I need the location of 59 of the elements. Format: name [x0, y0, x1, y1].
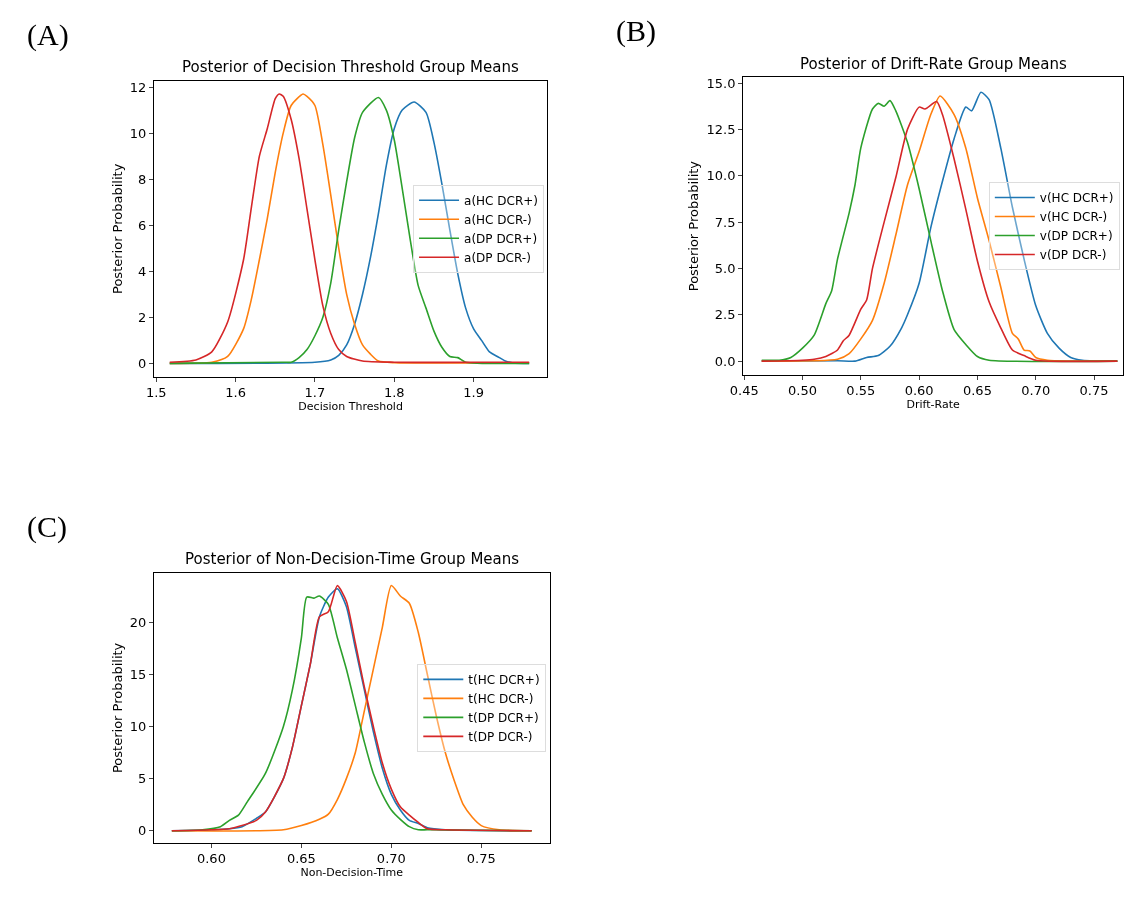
x-tick-label: 1.9	[463, 385, 484, 401]
y-tick-label: 0	[137, 823, 147, 839]
y-tick-label: 2	[137, 309, 147, 325]
text: (B)	[616, 14, 656, 48]
y-tick-label: 5.0	[714, 260, 736, 276]
y-tick-label: 4	[137, 263, 147, 279]
legend-label: v(HC DCR-)	[1039, 210, 1108, 225]
y-tick-label: 12	[129, 79, 147, 95]
y-tick-label: 8	[137, 171, 147, 187]
y-tick-label: 5	[137, 771, 147, 787]
y-tick-label: 2.5	[714, 307, 736, 323]
y-tick-label: 0	[137, 355, 147, 371]
legend-label: v(HC DCR+)	[1039, 191, 1114, 206]
legend-label: a(HC DCR+)	[464, 193, 538, 208]
chart-title: Posterior of Non-Decision-Time Group Means	[185, 550, 520, 568]
text: (C)	[27, 510, 67, 544]
y-tick-label: 0.0	[714, 353, 736, 369]
x-tick-label: 0.75	[1079, 383, 1109, 399]
legend-label: v(DP DCR-)	[1039, 248, 1107, 263]
y-tick-label: 10	[129, 125, 147, 141]
x-tick-label: 0.75	[466, 851, 496, 867]
legend-label: v(DP DCR+)	[1039, 229, 1113, 244]
x-tick-label: 1.5	[145, 385, 167, 401]
y-tick-label: 10.0	[706, 168, 736, 184]
y-axis-title: Posterior Probability	[109, 163, 125, 294]
x-axis-title: Decision Threshold	[298, 400, 403, 414]
x-axis-title: Non-Decision-Time	[300, 866, 404, 880]
chart-title: Posterior of Drift-Rate Group Means	[800, 55, 1067, 73]
x-tick-label: 0.60	[196, 851, 226, 867]
text: (A)	[27, 18, 69, 52]
x-tick-label: 0.65	[286, 851, 316, 867]
legend-label: t(DP DCR-)	[468, 730, 533, 745]
y-tick-label: 10	[129, 719, 147, 735]
y-axis-title: Posterior Probability	[109, 642, 125, 773]
x-tick-label: 1.8	[383, 385, 405, 401]
y-tick-label: 15	[129, 666, 147, 682]
legend-label: a(DP DCR+)	[464, 231, 538, 246]
legend-label: t(HC DCR+)	[468, 673, 540, 688]
y-tick-label: 15.0	[706, 75, 736, 91]
x-tick-label: 0.45	[729, 383, 759, 399]
y-axis-title: Posterior Probability	[686, 160, 702, 292]
y-tick-label: 20	[129, 614, 147, 630]
y-tick-label: 6	[137, 217, 147, 233]
x-tick-label: 1.6	[225, 385, 246, 401]
x-axis-title: Drift-Rate	[906, 398, 960, 412]
chart-title: Posterior of Decision Threshold Group Means	[182, 58, 519, 76]
legend-label: t(DP DCR+)	[468, 711, 539, 726]
x-tick-label: 1.7	[304, 385, 326, 401]
legend-label: a(HC DCR-)	[464, 212, 532, 227]
legend-label: a(DP DCR-)	[464, 250, 531, 265]
y-tick-label: 12.5	[706, 121, 736, 137]
x-tick-label: 0.60	[904, 383, 934, 399]
legend-label: t(HC DCR-)	[468, 692, 534, 707]
x-tick-label: 0.70	[376, 851, 406, 867]
x-tick-label: 0.65	[962, 383, 992, 399]
x-tick-label: 0.50	[788, 383, 817, 399]
y-tick-label: 7.5	[714, 214, 736, 230]
x-tick-label: 0.55	[846, 383, 876, 399]
x-tick-label: 0.70	[1021, 383, 1051, 399]
